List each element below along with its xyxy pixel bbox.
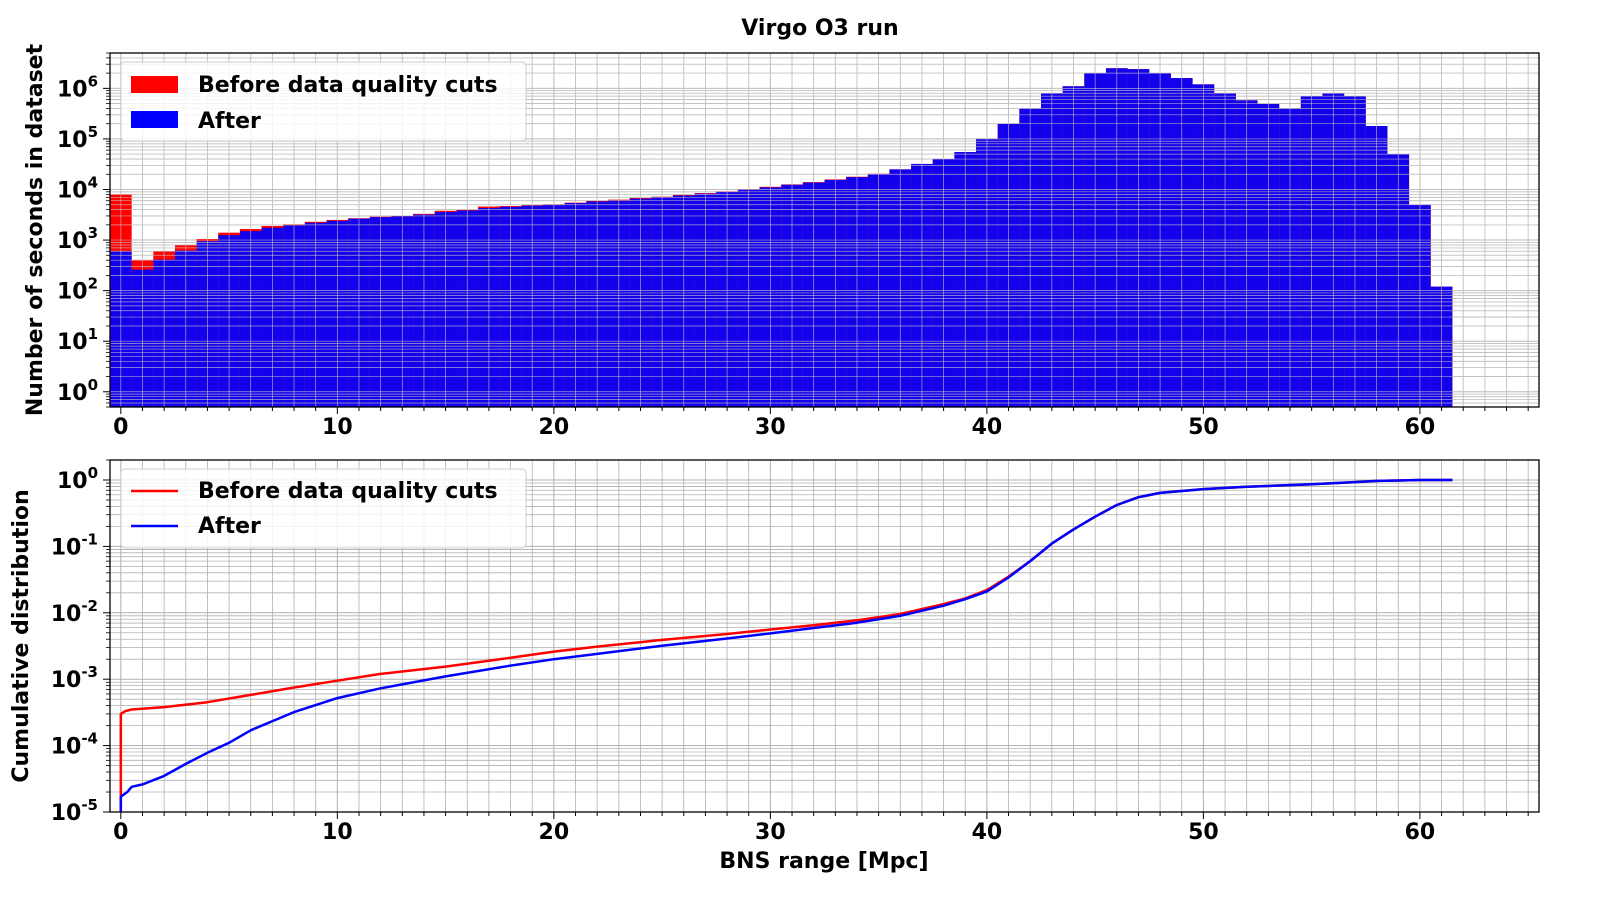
y-tick-label: 100 (57, 376, 98, 406)
x-tick-label: 60 (1405, 415, 1436, 440)
chart-title: Virgo O3 run (741, 16, 898, 41)
legend-label-after: After (198, 109, 261, 134)
histogram-legend-box (120, 61, 527, 142)
legend-label-after-cumulative: After (198, 514, 261, 539)
histogram-x-ticks: 0 10 20 30 40 50 60 (113, 407, 1529, 440)
cumulative-legend-box (120, 468, 527, 549)
x-tick-label: 0 (113, 820, 128, 845)
x-tick-label: 50 (1188, 415, 1219, 440)
legend-swatch-after (131, 111, 178, 128)
x-tick-label: 30 (755, 415, 786, 440)
legend-swatch-before (131, 76, 178, 93)
y-tick-label: 100 (57, 464, 98, 494)
cumulative-panel: 0 10 20 30 40 50 60 10-5 10-4 10-3 10-2 10-1 100 Cu… (9, 459, 1540, 874)
y-tick-label: 106 (57, 72, 98, 102)
y-tick-label: 104 (57, 173, 98, 203)
x-tick-label: 0 (113, 415, 128, 440)
cumulative-y-ticks: 10-5 10-4 10-3 10-2 10-1 100 (51, 459, 110, 826)
legend-label-before-cumulative: Before data quality cuts (198, 479, 498, 504)
y-tick-label: 101 (57, 325, 98, 355)
x-tick-label: 40 (972, 820, 1003, 845)
x-tick-label: 20 (539, 820, 570, 845)
cumulative-x-ticks: 0 10 20 30 40 50 60 (113, 812, 1529, 845)
histogram-legend: Before data quality cuts After (120, 61, 527, 142)
histogram-bars (110, 52, 1539, 408)
x-tick-label: 10 (322, 415, 353, 440)
y-tick-label: 10-1 (51, 530, 98, 560)
histogram-y-ticks: 100 101 102 103 104 105 106 (57, 52, 110, 408)
histogram-panel: 0 10 20 30 40 50 60 100 101 102 103 104 105 106 Numb… (23, 43, 1540, 440)
histogram-y-axis-label: Number of seconds in dataset (23, 43, 48, 416)
x-tick-label: 60 (1405, 820, 1436, 845)
cumulative-y-axis-label: Cumulative distribution (9, 489, 34, 782)
x-tick-label: 20 (539, 415, 570, 440)
y-tick-label: 102 (57, 275, 98, 305)
y-tick-label: 103 (57, 224, 98, 254)
cumulative-plot-frame (109, 459, 1540, 813)
x-axis-label: BNS range [Mpc] (719, 849, 928, 874)
x-tick-label: 50 (1188, 820, 1219, 845)
histogram-plot-frame (109, 52, 1540, 408)
x-tick-label: 40 (972, 415, 1003, 440)
y-tick-label: 10-3 (51, 663, 98, 693)
cumulative-legend: Before data quality cuts After (120, 468, 527, 549)
legend-label-before: Before data quality cuts (198, 73, 498, 98)
line-after (119, 478, 1453, 812)
y-tick-label: 10-4 (51, 730, 98, 760)
y-tick-label: 105 (57, 123, 98, 153)
x-tick-label: 30 (755, 820, 786, 845)
x-tick-label: 10 (322, 820, 353, 845)
cumulative-lines (119, 478, 1453, 812)
y-tick-label: 10-2 (51, 597, 98, 627)
y-tick-label: 10-5 (51, 796, 98, 826)
